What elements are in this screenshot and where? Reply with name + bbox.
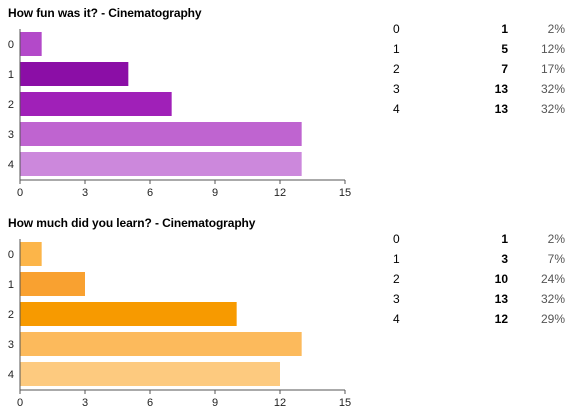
chart-panel-learn: How much did you learn? - Cinematography… [0,210,573,415]
x-tick-label: 9 [212,187,218,199]
summary-row: 3 13 32% [385,289,565,309]
summary-row: 4 13 32% [385,99,565,119]
bar-3 [20,122,302,146]
category-label: 4 [8,369,14,381]
summary-table: 0 1 2% 1 3 7% 2 10 24% 3 13 32% 4 12 29% [385,229,565,329]
x-tick-label: 9 [212,397,218,409]
x-tick-label: 3 [82,397,88,409]
bar-0 [20,242,42,266]
summary-count: 7 [501,62,508,76]
summary-count: 13 [494,292,508,306]
summary-row: 1 5 12% [385,39,565,59]
summary-option: 2 [393,272,400,286]
summary-row: 2 7 17% [385,59,565,79]
summary-percent: 2% [547,22,565,36]
bar-4 [20,362,280,386]
summary-percent: 32% [540,292,565,306]
x-tick-label: 12 [274,187,286,199]
summary-percent: 2% [547,232,565,246]
category-label: 2 [8,99,14,111]
bar-1 [20,272,85,296]
summary-count: 3 [501,252,508,266]
summary-row: 0 1 2% [385,229,565,249]
x-tick-label: 0 [17,187,23,199]
summary-row: 0 1 2% [385,19,565,39]
summary-option: 4 [393,102,400,116]
x-tick-label: 15 [339,187,351,199]
summary-count: 5 [501,42,508,56]
bar-1 [20,62,129,86]
summary-percent: 17% [540,62,565,76]
bar-2 [20,92,172,116]
x-tick-label: 6 [147,397,153,409]
summary-option: 1 [393,252,400,266]
summary-count: 10 [494,272,508,286]
summary-table: 0 1 2% 1 5 12% 2 7 17% 3 13 32% 4 13 32% [385,19,565,119]
category-label: 0 [8,39,14,51]
category-label: 3 [8,129,14,141]
summary-row: 3 13 32% [385,79,565,99]
category-label: 2 [8,309,14,321]
x-tick-label: 0 [17,397,23,409]
chart-title: How much did you learn? - Cinematography [8,216,256,230]
summary-count: 13 [494,82,508,96]
summary-option: 3 [393,292,400,306]
summary-option: 3 [393,82,400,96]
summary-percent: 24% [540,272,565,286]
summary-count: 13 [494,102,508,116]
summary-count: 12 [494,312,508,326]
bar-2 [20,302,237,326]
category-label: 1 [8,279,14,291]
chart-title: How fun was it? - Cinematography [8,6,202,20]
x-tick-label: 3 [82,187,88,199]
summary-percent: 12% [540,42,565,56]
summary-percent: 7% [547,252,565,266]
x-tick-label: 6 [147,187,153,199]
summary-row: 1 3 7% [385,249,565,269]
summary-row: 2 10 24% [385,269,565,289]
bar-4 [20,152,302,176]
summary-percent: 29% [540,312,565,326]
summary-option: 0 [393,22,400,36]
summary-option: 1 [393,42,400,56]
category-label: 1 [8,69,14,81]
x-tick-label: 15 [339,397,351,409]
summary-percent: 32% [540,102,565,116]
category-label: 0 [8,249,14,261]
summary-count: 1 [501,232,508,246]
summary-percent: 32% [540,82,565,96]
x-tick-label: 12 [274,397,286,409]
summary-option: 0 [393,232,400,246]
summary-option: 4 [393,312,400,326]
summary-row: 4 12 29% [385,309,565,329]
bar-0 [20,32,42,56]
summary-option: 2 [393,62,400,76]
summary-count: 1 [501,22,508,36]
category-label: 3 [8,339,14,351]
category-label: 4 [8,159,14,171]
bar-3 [20,332,302,356]
